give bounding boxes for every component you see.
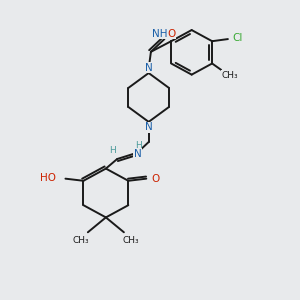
Text: O: O <box>167 29 175 39</box>
Text: H: H <box>135 141 142 150</box>
Text: NH: NH <box>152 29 168 39</box>
Text: N: N <box>134 149 141 159</box>
Text: CH₃: CH₃ <box>73 236 89 245</box>
Text: H: H <box>109 146 116 155</box>
Text: HO: HO <box>40 172 56 183</box>
Text: CH₃: CH₃ <box>122 236 139 245</box>
Text: N: N <box>145 122 152 132</box>
Text: O: O <box>151 174 160 184</box>
Text: CH₃: CH₃ <box>222 71 238 80</box>
Text: Cl: Cl <box>233 33 243 43</box>
Text: N: N <box>145 63 152 73</box>
